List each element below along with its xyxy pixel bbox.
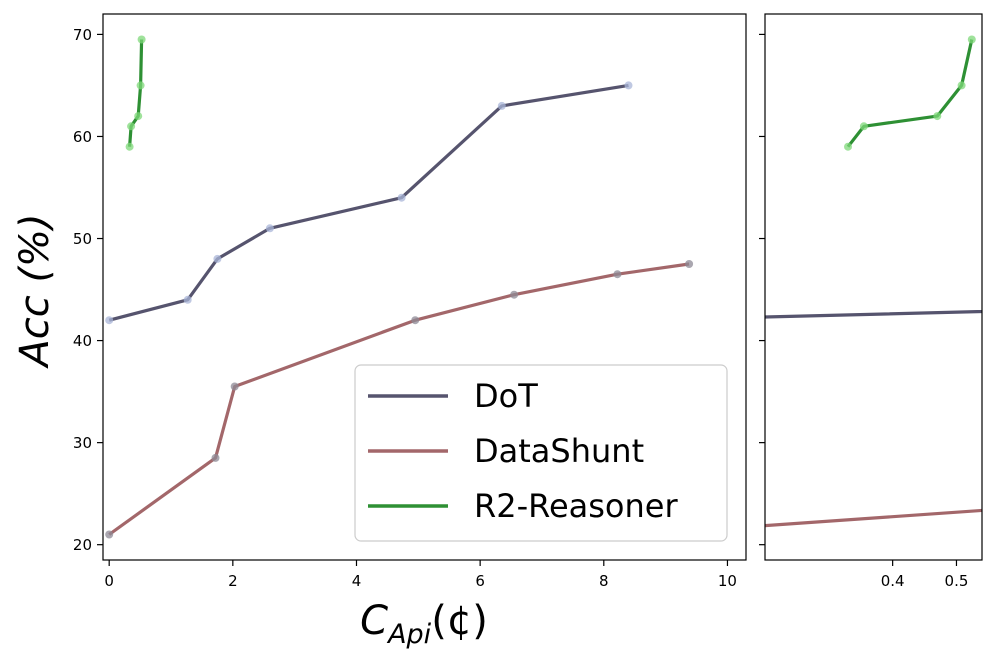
- data-point-datashunt-main: [685, 260, 694, 268]
- x-tick-label-main: 4: [352, 572, 362, 590]
- y-tick-label: 60: [73, 128, 92, 146]
- data-point-dot-main: [213, 254, 222, 263]
- data-point-datashunt-main: [510, 290, 519, 299]
- data-point-r2-reasoner-main: [134, 112, 143, 121]
- data-point-datashunt-main: [211, 453, 220, 462]
- data-point-datashunt-main: [105, 530, 114, 539]
- data-point-datashunt-main: [613, 270, 622, 279]
- data-point-dot-main: [397, 193, 406, 202]
- plot-frame-zoom: [764, 13, 983, 561]
- x-tick-label-main: 0: [104, 572, 114, 590]
- y-tick-label: 70: [73, 26, 92, 44]
- data-point-dot-main: [183, 295, 192, 304]
- x-tick-label-zoom: 0.4: [881, 572, 905, 590]
- axes: 0 2 4 6 8 10 20 30 40 50 60 70 0.4 0.5: [73, 13, 983, 590]
- data-point-r2-reasoner-zoom: [957, 81, 966, 90]
- legend: DoT DataShunt R2-Reasoner: [354, 364, 728, 542]
- axis-labels: Acc (%) CApi(¢): [12, 213, 488, 650]
- legend-label-dot: DoT: [474, 377, 538, 415]
- y-tick-label: 50: [73, 230, 92, 248]
- x-tick-label-main: 8: [599, 572, 609, 590]
- series-line-dot-main: [108, 83, 629, 322]
- plot-frame-main: [102, 13, 747, 561]
- data-point-r2-reasoner-zoom: [844, 142, 852, 151]
- x-tick-label-main: 10: [718, 572, 737, 590]
- y-axis-title: Acc (%): [12, 213, 58, 369]
- y-tick-label: 40: [73, 332, 92, 350]
- y-tick-label: 20: [73, 536, 92, 554]
- zoom-plot-area: [633, 35, 982, 528]
- x-tick-label-main: 6: [475, 572, 485, 590]
- data-point-dot-main: [497, 101, 506, 110]
- data-point-dot-zoom: [633, 316, 641, 324]
- data-point-dot-main: [265, 224, 274, 233]
- data-point-r2-reasoner-main: [137, 35, 146, 44]
- legend-label-datashunt: DataShunt: [474, 432, 644, 470]
- main-plot-area: [105, 35, 694, 539]
- legend-label-r2-reasoner: R2-Reasoner: [474, 487, 678, 525]
- series-line-r2-reasoner-main: [128, 39, 144, 147]
- x-tick-label-zoom: 0.5: [945, 572, 969, 590]
- data-point-r2-reasoner-main: [136, 81, 145, 90]
- data-point-r2-reasoner-main: [127, 122, 136, 131]
- data-point-dot-main: [624, 81, 633, 90]
- data-point-datashunt-main: [411, 316, 420, 325]
- data-point-dot-main: [105, 316, 114, 325]
- x-tick-label-main: 2: [228, 572, 238, 590]
- data-point-r2-reasoner-zoom: [859, 122, 868, 131]
- legend-box: [354, 364, 728, 542]
- series-line-r2-reasoner-zoom: [846, 39, 974, 148]
- data-point-r2-reasoner-zoom: [933, 112, 942, 121]
- x-axis-title: CApi(¢): [360, 598, 488, 650]
- data-point-r2-reasoner-main: [125, 142, 134, 151]
- data-point-datashunt-main: [230, 382, 239, 391]
- series-line-dot-zoom: [765, 309, 982, 319]
- data-point-r2-reasoner-zoom: [967, 35, 976, 44]
- y-tick-label: 30: [73, 434, 92, 452]
